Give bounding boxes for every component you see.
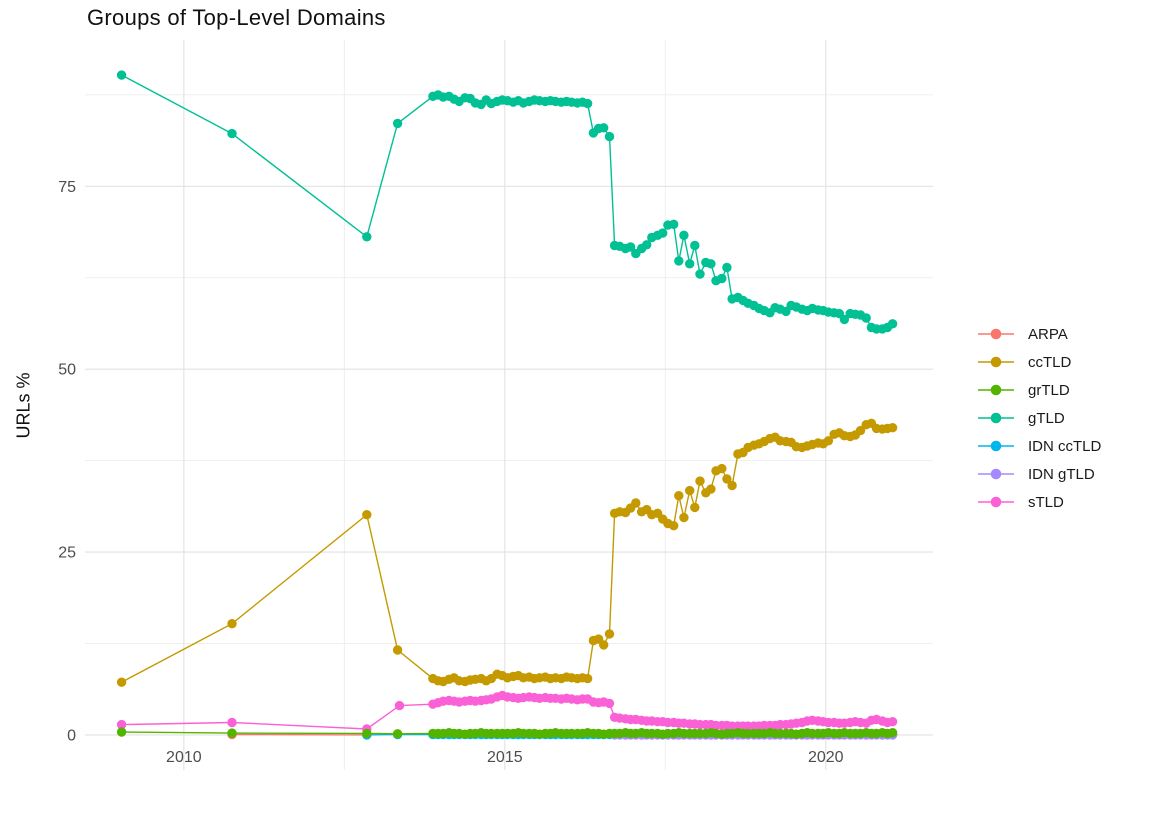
data-point-ccTLD (582, 673, 593, 684)
legend-item-gTLD: gTLD (977, 404, 1101, 432)
data-point-grTLD (392, 729, 403, 739)
legend-item-ccTLD: ccTLD (977, 348, 1101, 376)
data-point-gTLD (604, 131, 615, 142)
legend-label: ccTLD (1028, 353, 1072, 371)
data-point-ccTLD (674, 491, 684, 501)
data-point-gTLD (717, 273, 727, 284)
data-point-gTLD (642, 240, 652, 250)
data-point-ccTLD (727, 480, 737, 491)
data-point-ccTLD (362, 510, 372, 520)
y-tick-label: 50 (58, 362, 76, 379)
data-point-sTLD (604, 698, 615, 709)
data-point-ccTLD (631, 498, 641, 508)
data-point-ccTLD (599, 640, 609, 650)
data-point-gTLD (392, 118, 403, 129)
data-point-gTLD (658, 228, 668, 238)
data-point-ccTLD (227, 619, 237, 629)
data-point-sTLD (394, 700, 405, 711)
data-point-ccTLD (669, 521, 679, 531)
x-tick-label: 2015 (487, 749, 523, 766)
legend-key-icon (978, 496, 1014, 508)
legend-item-IDN gTLD: IDN gTLD (977, 460, 1101, 488)
data-point-ccTLD (604, 629, 615, 639)
legend-key-icon (978, 412, 1014, 424)
data-point-sTLD (227, 717, 237, 728)
legend-key-icon (978, 440, 1014, 452)
data-point-gTLD (679, 230, 689, 240)
legend-key-icon (978, 468, 1014, 480)
data-point-grTLD (116, 727, 127, 737)
data-point-gTLD (839, 314, 850, 325)
legend-label: IDN ccTLD (1028, 437, 1102, 455)
y-axis-title: URLs % (13, 372, 34, 439)
data-point-ccTLD (706, 484, 716, 494)
data-point-ccTLD (685, 485, 695, 496)
data-point-gTLD (722, 262, 732, 273)
data-point-gTLD (227, 128, 237, 139)
x-tick-label: 2010 (166, 749, 202, 766)
legend-item-IDN ccTLD: IDN ccTLD (977, 432, 1101, 460)
legend-item-ARPA: ARPA (977, 320, 1101, 348)
data-point-gTLD (685, 259, 695, 269)
data-point-sTLD (887, 717, 898, 727)
data-point-ccTLD (855, 425, 866, 436)
data-point-ccTLD (392, 645, 403, 655)
legend-item-grTLD: grTLD (977, 376, 1101, 404)
data-point-ccTLD (679, 512, 689, 523)
data-point-grTLD (362, 728, 372, 739)
data-point-gTLD (861, 313, 871, 323)
data-point-gTLD (674, 256, 684, 266)
legend-item-sTLD: sTLD (977, 488, 1101, 516)
data-point-ccTLD (887, 423, 898, 433)
data-point-gTLD (690, 240, 700, 251)
data-point-ccTLD (823, 436, 834, 446)
data-point-ccTLD (722, 474, 732, 484)
data-point-gTLD (582, 98, 593, 109)
y-tick-label: 75 (58, 179, 76, 196)
legend-key-icon (978, 384, 1014, 396)
legend-label: sTLD (1028, 493, 1064, 511)
data-point-gTLD (669, 219, 679, 229)
series-line-gTLD (121, 74, 894, 330)
data-point-grTLD (227, 728, 237, 738)
data-point-ccTLD (116, 677, 127, 687)
legend-label: grTLD (1028, 381, 1070, 399)
data-point-gTLD (625, 242, 636, 252)
data-point-sTLD (116, 719, 127, 730)
legend: ARPA ccTLD grTLD gTLD IDN ccTLD IDN gTLD sTLD (977, 320, 1101, 516)
y-tick-label: 25 (58, 545, 76, 562)
data-point-gTLD (599, 123, 609, 133)
legend-label: ARPA (1028, 325, 1068, 343)
legend-label: gTLD (1028, 409, 1065, 427)
y-tick-label: 0 (67, 727, 76, 744)
chart-title: Groups of Top-Level Domains (87, 5, 386, 30)
data-point-gTLD (695, 269, 705, 279)
legend-key-icon (978, 356, 1014, 368)
data-point-gTLD (116, 70, 127, 80)
data-point-grTLD (887, 728, 898, 738)
legend-label: IDN gTLD (1028, 465, 1095, 483)
data-point-gTLD (706, 259, 716, 269)
data-point-ccTLD (690, 502, 700, 513)
data-point-gTLD (362, 232, 372, 242)
data-point-ccTLD (695, 476, 705, 486)
x-tick-label: 2020 (808, 749, 844, 766)
data-point-gTLD (887, 319, 898, 329)
data-point-ccTLD (717, 463, 727, 474)
legend-key-icon (978, 328, 1014, 340)
